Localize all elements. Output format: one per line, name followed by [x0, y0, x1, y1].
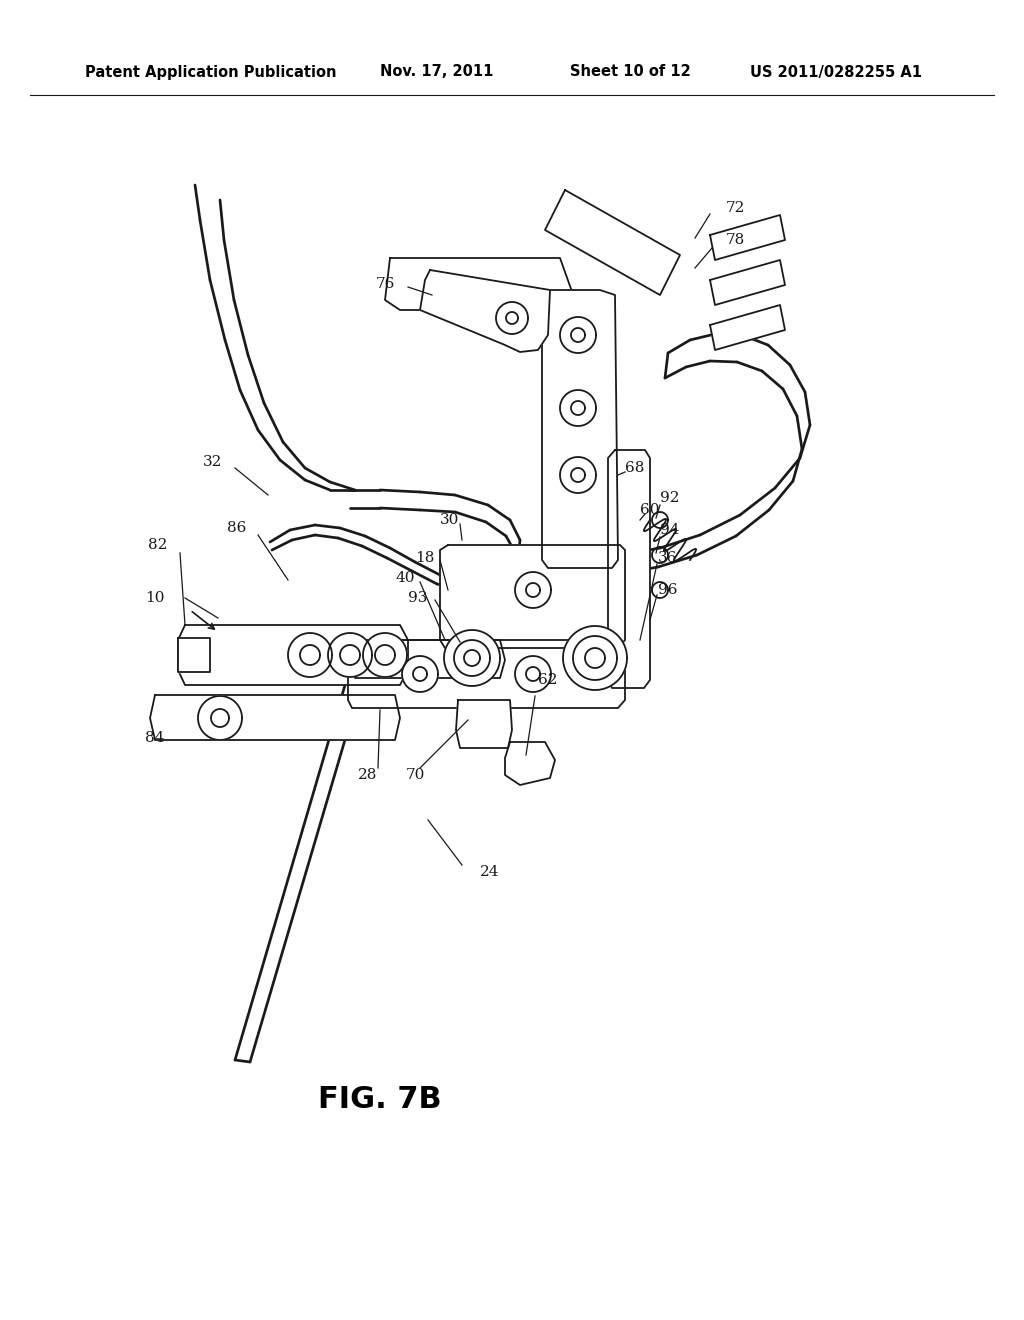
Polygon shape [710, 260, 785, 305]
Text: 94: 94 [660, 523, 680, 537]
Text: 10: 10 [145, 591, 165, 605]
Text: 40: 40 [395, 572, 415, 585]
Polygon shape [456, 700, 512, 748]
Polygon shape [573, 636, 617, 680]
Polygon shape [178, 638, 210, 672]
Text: 24: 24 [480, 865, 500, 879]
Polygon shape [385, 257, 575, 318]
Text: 93: 93 [409, 591, 428, 605]
Text: 86: 86 [227, 521, 247, 535]
Polygon shape [178, 624, 408, 685]
Polygon shape [571, 327, 585, 342]
Text: 62: 62 [539, 673, 558, 686]
Text: 78: 78 [725, 234, 744, 247]
Polygon shape [454, 640, 490, 676]
Text: 82: 82 [148, 539, 168, 552]
Polygon shape [288, 634, 332, 677]
Text: 92: 92 [660, 491, 680, 506]
Polygon shape [464, 649, 480, 667]
Polygon shape [560, 389, 596, 426]
Polygon shape [350, 640, 505, 678]
Polygon shape [515, 656, 551, 692]
Text: Nov. 17, 2011: Nov. 17, 2011 [380, 65, 494, 79]
Polygon shape [710, 215, 785, 260]
Polygon shape [560, 317, 596, 352]
Polygon shape [420, 271, 550, 352]
Text: 96: 96 [658, 583, 678, 597]
Text: 60: 60 [640, 503, 659, 517]
Text: 32: 32 [204, 455, 222, 469]
Polygon shape [440, 545, 625, 648]
Polygon shape [515, 572, 551, 609]
Text: 84: 84 [145, 731, 165, 744]
Text: 72: 72 [725, 201, 744, 215]
Polygon shape [496, 302, 528, 334]
Polygon shape [198, 696, 242, 741]
Polygon shape [348, 640, 625, 708]
Polygon shape [444, 630, 500, 686]
Text: Patent Application Publication: Patent Application Publication [85, 65, 337, 79]
Text: 76: 76 [376, 277, 394, 290]
Text: 30: 30 [440, 513, 460, 527]
Polygon shape [710, 305, 785, 350]
Polygon shape [545, 190, 680, 294]
Polygon shape [150, 696, 400, 741]
Polygon shape [505, 742, 555, 785]
Polygon shape [585, 648, 605, 668]
Polygon shape [560, 457, 596, 492]
Polygon shape [402, 656, 438, 692]
Text: FIG. 7B: FIG. 7B [318, 1085, 441, 1114]
Polygon shape [608, 450, 650, 688]
Text: 28: 28 [358, 768, 378, 781]
Polygon shape [542, 290, 618, 568]
Text: US 2011/0282255 A1: US 2011/0282255 A1 [750, 65, 922, 79]
Polygon shape [563, 626, 627, 690]
Text: 18: 18 [416, 550, 434, 565]
Text: 68: 68 [626, 461, 645, 475]
Text: 36: 36 [658, 550, 678, 565]
Polygon shape [328, 634, 372, 677]
Text: 70: 70 [406, 768, 425, 781]
Text: Sheet 10 of 12: Sheet 10 of 12 [570, 65, 691, 79]
Polygon shape [362, 634, 407, 677]
